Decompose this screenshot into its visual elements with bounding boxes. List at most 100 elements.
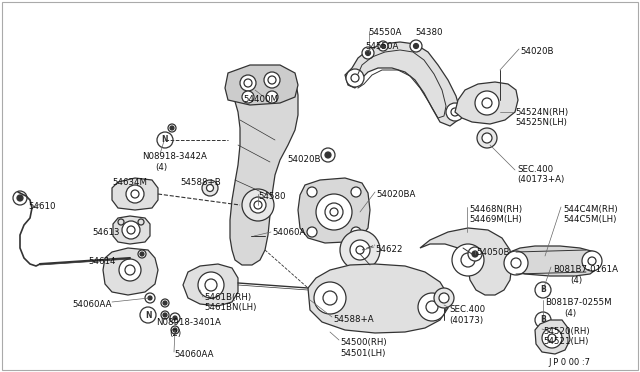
Text: 54469M(LH): 54469M(LH) xyxy=(469,215,522,224)
Circle shape xyxy=(381,44,385,48)
Text: 54020B: 54020B xyxy=(520,47,554,56)
Text: N08918-3401A: N08918-3401A xyxy=(156,318,221,327)
Circle shape xyxy=(307,187,317,197)
Circle shape xyxy=(351,74,359,82)
Circle shape xyxy=(244,79,252,87)
Circle shape xyxy=(138,219,144,225)
Text: 54400M: 54400M xyxy=(243,95,278,104)
Circle shape xyxy=(314,282,346,314)
Circle shape xyxy=(497,96,504,103)
Circle shape xyxy=(351,227,361,237)
Circle shape xyxy=(492,92,508,108)
Circle shape xyxy=(548,334,556,342)
Text: B: B xyxy=(540,285,546,295)
Text: 54060A: 54060A xyxy=(272,228,305,237)
Circle shape xyxy=(254,201,262,209)
Circle shape xyxy=(17,195,23,201)
Circle shape xyxy=(163,301,167,305)
Text: (4): (4) xyxy=(564,309,576,318)
Text: 5461BN(LH): 5461BN(LH) xyxy=(204,303,257,312)
Text: 54634M: 54634M xyxy=(112,178,147,187)
Text: 54614: 54614 xyxy=(88,257,115,266)
Text: 54525N(LH): 54525N(LH) xyxy=(515,118,567,127)
Circle shape xyxy=(482,133,492,143)
Circle shape xyxy=(157,132,173,148)
Polygon shape xyxy=(230,68,298,265)
Polygon shape xyxy=(103,248,158,295)
Circle shape xyxy=(250,197,266,213)
Text: 54468N(RH): 54468N(RH) xyxy=(469,205,522,214)
Circle shape xyxy=(410,40,422,52)
Circle shape xyxy=(325,203,343,221)
Circle shape xyxy=(138,250,146,258)
Polygon shape xyxy=(455,82,518,124)
Text: (4): (4) xyxy=(570,276,582,285)
Text: N08918-3442A: N08918-3442A xyxy=(142,152,207,161)
Circle shape xyxy=(362,47,374,59)
Circle shape xyxy=(173,316,177,320)
Circle shape xyxy=(582,251,602,271)
Polygon shape xyxy=(308,264,448,333)
Circle shape xyxy=(148,296,152,300)
Circle shape xyxy=(171,326,179,334)
Circle shape xyxy=(145,293,155,303)
Circle shape xyxy=(413,44,419,48)
Circle shape xyxy=(268,76,276,84)
Circle shape xyxy=(365,51,371,55)
Text: 54521(LH): 54521(LH) xyxy=(543,337,588,346)
Text: 54060AA: 54060AA xyxy=(174,350,214,359)
Circle shape xyxy=(461,253,475,267)
Circle shape xyxy=(350,240,370,260)
Circle shape xyxy=(202,180,218,196)
Polygon shape xyxy=(112,178,158,210)
Polygon shape xyxy=(535,320,570,354)
Text: 544C5M(LH): 544C5M(LH) xyxy=(563,215,616,224)
Circle shape xyxy=(378,41,388,51)
Circle shape xyxy=(173,328,177,332)
Polygon shape xyxy=(225,65,298,105)
Circle shape xyxy=(321,148,335,162)
Circle shape xyxy=(307,227,317,237)
Circle shape xyxy=(504,251,528,275)
Circle shape xyxy=(330,208,338,216)
Circle shape xyxy=(119,259,141,281)
Circle shape xyxy=(482,98,492,108)
Circle shape xyxy=(264,72,280,88)
Polygon shape xyxy=(298,178,370,243)
Circle shape xyxy=(535,312,551,328)
Circle shape xyxy=(242,91,254,103)
Circle shape xyxy=(452,244,484,276)
Circle shape xyxy=(122,221,140,239)
Text: 54613: 54613 xyxy=(92,228,120,237)
Text: 54550A: 54550A xyxy=(368,28,401,37)
Circle shape xyxy=(535,282,551,298)
Text: 5461B(RH): 5461B(RH) xyxy=(204,293,251,302)
Circle shape xyxy=(451,108,459,116)
Circle shape xyxy=(542,328,562,348)
Circle shape xyxy=(240,75,256,91)
Circle shape xyxy=(356,246,364,254)
Polygon shape xyxy=(345,42,460,126)
Circle shape xyxy=(161,311,169,319)
Text: B: B xyxy=(540,315,546,324)
Text: 54610: 54610 xyxy=(28,202,56,211)
Text: 54500(RH): 54500(RH) xyxy=(340,338,387,347)
Text: B081B7-0161A: B081B7-0161A xyxy=(553,265,618,274)
Text: 54501(LH): 54501(LH) xyxy=(340,349,385,358)
Text: 54020BA: 54020BA xyxy=(376,190,415,199)
Text: 54580: 54580 xyxy=(258,192,285,201)
Text: J P 0 00 :7: J P 0 00 :7 xyxy=(548,358,590,367)
Circle shape xyxy=(316,194,352,230)
Text: 54020B: 54020B xyxy=(287,155,321,164)
Polygon shape xyxy=(508,246,600,276)
Circle shape xyxy=(426,301,438,313)
Circle shape xyxy=(418,293,446,321)
Circle shape xyxy=(439,293,449,303)
Text: 54588+B: 54588+B xyxy=(180,178,221,187)
Text: 54622: 54622 xyxy=(375,245,403,254)
Circle shape xyxy=(325,152,331,158)
Text: (2): (2) xyxy=(169,329,181,338)
Text: N: N xyxy=(145,311,151,320)
Polygon shape xyxy=(113,216,150,244)
Circle shape xyxy=(163,313,167,317)
